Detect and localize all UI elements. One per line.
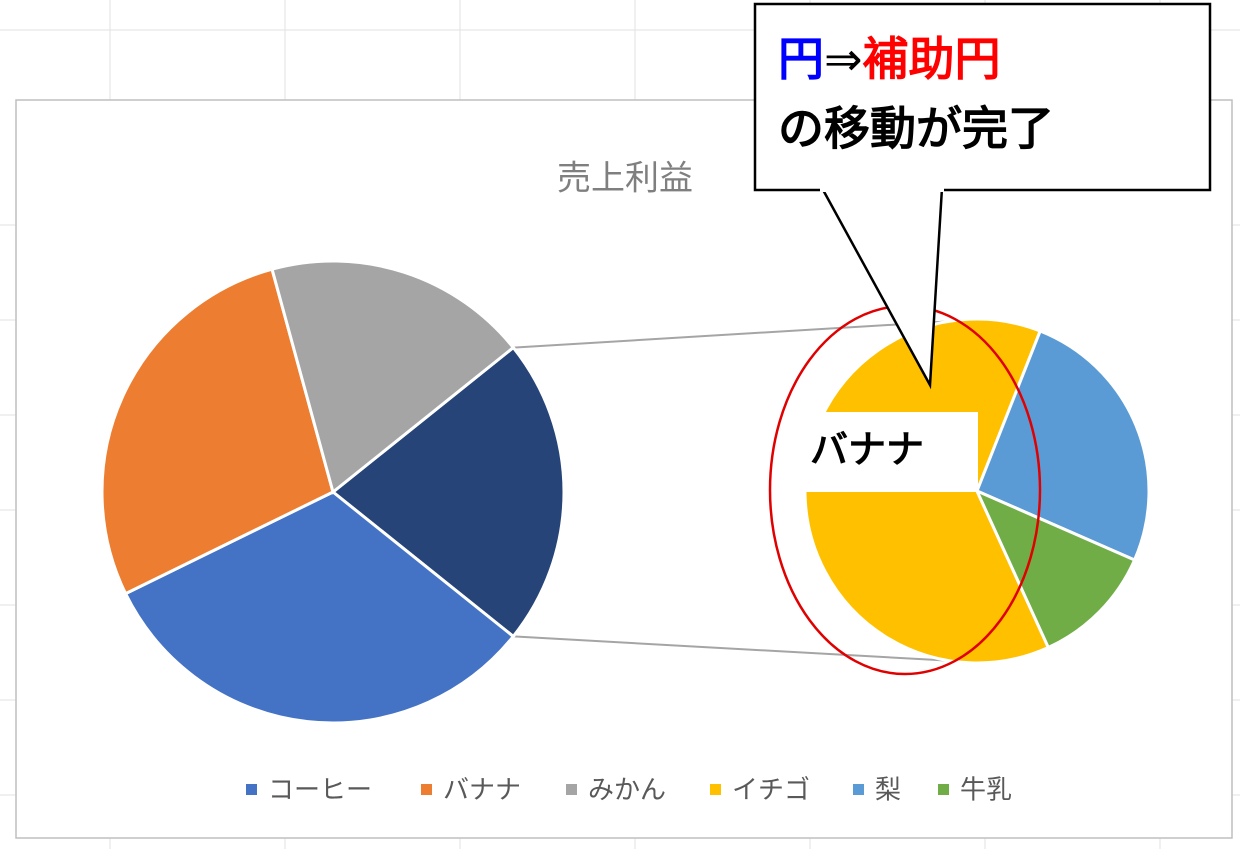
- callout-box: [753, 2, 1212, 192]
- callout: 円⇒補助円 の移動が完了: [753, 2, 1212, 390]
- legend: コーヒー バナナ みかん イチゴ 梨 牛乳: [246, 776, 1012, 806]
- legend-marker: [246, 784, 257, 795]
- pie-slice: [123, 490, 516, 725]
- legend-label: みかん: [588, 776, 666, 806]
- label-box: [800, 412, 978, 492]
- highlight-label: バナナ: [810, 428, 924, 472]
- chart-title: 売上利益: [557, 159, 693, 199]
- connector-line: [513, 319, 960, 349]
- pie-slice: [270, 259, 516, 495]
- legend-label: コーヒー: [268, 776, 372, 806]
- pie-slice: [975, 329, 1151, 562]
- callout-text: 補助円: [863, 32, 1001, 86]
- legend-label: 梨: [875, 776, 901, 806]
- legend-marker: [853, 784, 864, 795]
- callout-join: [820, 186, 944, 192]
- callout-text: 円: [778, 32, 824, 86]
- pie-slice: [100, 267, 335, 596]
- legend-marker: [566, 784, 577, 795]
- pie-slice: [330, 345, 566, 639]
- legend-label: イチゴ: [732, 776, 810, 806]
- callout-text: ⇒: [824, 32, 863, 86]
- legend-label: バナナ: [443, 776, 521, 806]
- legend-marker: [421, 784, 432, 795]
- connector-line: [513, 635, 960, 663]
- legend-label: 牛乳: [960, 776, 1012, 806]
- callout-line2: の移動が完了: [778, 102, 1054, 156]
- legend-marker: [710, 784, 721, 795]
- callout-line1: 円⇒補助円: [778, 32, 1001, 86]
- legend-marker: [938, 784, 949, 795]
- plot: [100, 259, 1151, 725]
- pie-slice: [974, 488, 1137, 650]
